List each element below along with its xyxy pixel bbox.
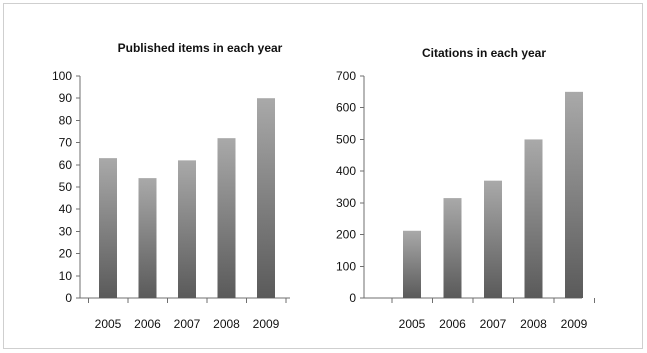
x-tick-label: 2006 [134, 317, 161, 331]
y-tick-label: 0 [349, 291, 356, 305]
bar-2009 [565, 91, 583, 298]
bar-2007 [484, 180, 502, 298]
y-tick-label: 100 [52, 69, 72, 83]
y-tick-label: 10 [59, 269, 73, 283]
chart-title: Published items in each year [118, 41, 283, 55]
y-tick-label: 30 [59, 224, 73, 238]
y-tick-label: 300 [336, 196, 356, 210]
bar-2006 [443, 198, 462, 298]
citations-chart: Citations in each year 0 100 200 300 400 500 6… [336, 46, 595, 331]
y-tick-label: 700 [336, 69, 356, 83]
y-tick-label: 400 [336, 164, 356, 178]
y-tick-label: 90 [59, 91, 73, 105]
published-items-chart: Published items in each year 0 10 20 30 40 50… [52, 41, 290, 331]
x-tick-label: 2008 [213, 317, 240, 331]
y-tick-label: 100 [336, 259, 356, 273]
bar-2007 [178, 160, 196, 298]
x-tick-label: 2006 [439, 317, 466, 331]
bar-2008 [217, 138, 236, 298]
y-tick-label: 200 [336, 228, 356, 242]
bar-2006 [138, 178, 157, 298]
y-tick-label: 500 [336, 132, 356, 146]
y-tick-label: 80 [59, 113, 73, 127]
y-tick-label: 50 [59, 180, 73, 194]
x-tick-label: 2007 [174, 317, 201, 331]
x-tick-label: 2009 [253, 317, 280, 331]
bar-2008 [524, 139, 543, 298]
y-tick-label: 20 [59, 247, 73, 261]
bar-2005 [403, 230, 421, 298]
y-tick-label: 40 [59, 202, 73, 216]
x-tick-label: 2008 [520, 317, 547, 331]
bar-2009 [257, 98, 275, 298]
bar-2005 [99, 158, 117, 298]
y-tick-label: 70 [59, 136, 73, 150]
x-tick-label: 2005 [95, 317, 122, 331]
chart-title: Citations in each year [422, 46, 546, 60]
x-tick-label: 2007 [480, 317, 507, 331]
x-tick-label: 2005 [399, 317, 426, 331]
y-tick-label: 60 [59, 158, 73, 172]
y-tick-label: 0 [65, 291, 72, 305]
y-tick-label: 600 [336, 101, 356, 115]
x-tick-label: 2009 [561, 317, 588, 331]
